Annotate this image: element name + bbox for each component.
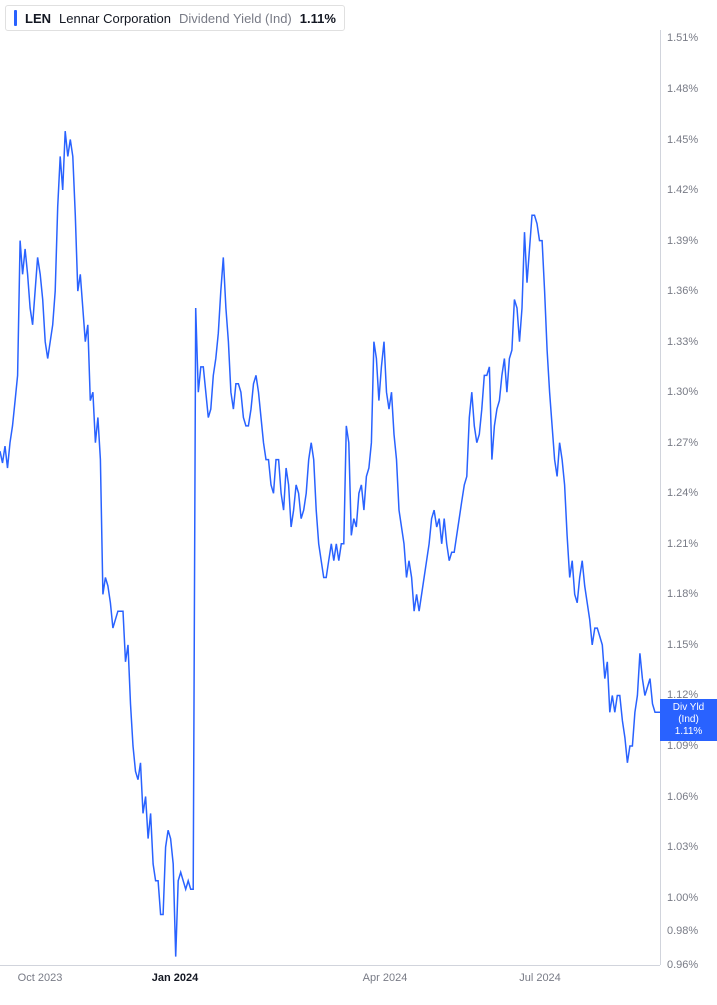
current-price-tag: Div Yld (Ind) 1.11% (660, 699, 717, 741)
y-tick-label: 0.96% (667, 959, 698, 971)
x-tick-label: Oct 2023 (18, 972, 63, 984)
price-tag-value: 1.11% (665, 726, 712, 738)
chart-container: LEN Lennar Corporation Dividend Yield (I… (0, 0, 717, 1005)
ticker-symbol: LEN (25, 11, 51, 26)
y-tick-label: 1.48% (667, 83, 698, 95)
y-tick-label: 1.36% (667, 285, 698, 297)
y-tick-label: 1.06% (667, 791, 698, 803)
metric-value: 1.11% (300, 11, 336, 26)
x-tick-label: Jul 2024 (519, 972, 561, 984)
y-tick-label: 1.24% (667, 487, 698, 499)
header-accent-bar (14, 10, 17, 26)
y-tick-label: 1.18% (667, 588, 698, 600)
x-axis: Oct 2023 Jan 2024 Apr 2024 Jul 2024 (0, 965, 660, 1005)
y-axis: 1.51% 1.48% 1.45% 1.42% 1.39% 1.36% 1.33% 1.30%… (660, 30, 717, 965)
y-tick-label: 1.51% (667, 32, 698, 44)
y-tick-label: 0.98% (667, 925, 698, 937)
y-tick-label: 1.03% (667, 841, 698, 853)
x-tick-label: Jan 2024 (152, 972, 198, 984)
y-tick-label: 1.42% (667, 184, 698, 196)
line-chart-svg (0, 30, 660, 965)
chart-plot-area[interactable] (0, 30, 660, 965)
y-tick-label: 1.45% (667, 134, 698, 146)
y-tick-label: 1.09% (667, 740, 698, 752)
metric-name: Dividend Yield (Ind) (179, 11, 292, 26)
dividend-yield-line (0, 131, 660, 957)
price-tag-label: Div Yld (Ind) (665, 702, 712, 726)
x-tick-label: Apr 2024 (363, 972, 408, 984)
y-tick-label: 1.00% (667, 892, 698, 904)
y-tick-label: 1.15% (667, 639, 698, 651)
y-tick-label: 1.39% (667, 235, 698, 247)
chart-header: LEN Lennar Corporation Dividend Yield (I… (5, 5, 345, 31)
y-tick-label: 1.21% (667, 538, 698, 550)
y-tick-label: 1.30% (667, 386, 698, 398)
y-tick-label: 1.27% (667, 437, 698, 449)
y-tick-label: 1.33% (667, 336, 698, 348)
company-name: Lennar Corporation (59, 11, 171, 26)
